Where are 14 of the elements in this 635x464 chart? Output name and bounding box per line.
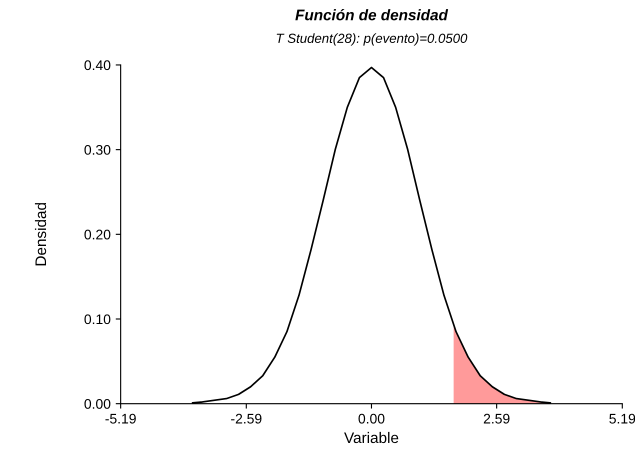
y-axis-title: Densidad bbox=[34, 203, 46, 266]
y-tick-label: 0.20 bbox=[84, 230, 110, 240]
chart-title: Función de densidad bbox=[295, 8, 448, 20]
x-axis-title: Variable bbox=[344, 432, 398, 444]
y-tick-label: 0.30 bbox=[84, 144, 110, 155]
y-tick-label: 0.00 bbox=[84, 399, 110, 409]
x-tick-label: 0.00 bbox=[358, 414, 384, 424]
x-tick-label: 2.59 bbox=[484, 414, 510, 424]
x-tick-label: 5.19 bbox=[609, 414, 635, 424]
x-tick-label: -5.19 bbox=[105, 414, 136, 424]
y-tick-label: 0.10 bbox=[84, 314, 110, 324]
x-tick-label: -2.59 bbox=[231, 414, 262, 424]
chart-subtitle: T Student(28): p(evento)=0.0500 bbox=[276, 33, 468, 46]
y-tick-label: 0.40 bbox=[84, 60, 110, 70]
